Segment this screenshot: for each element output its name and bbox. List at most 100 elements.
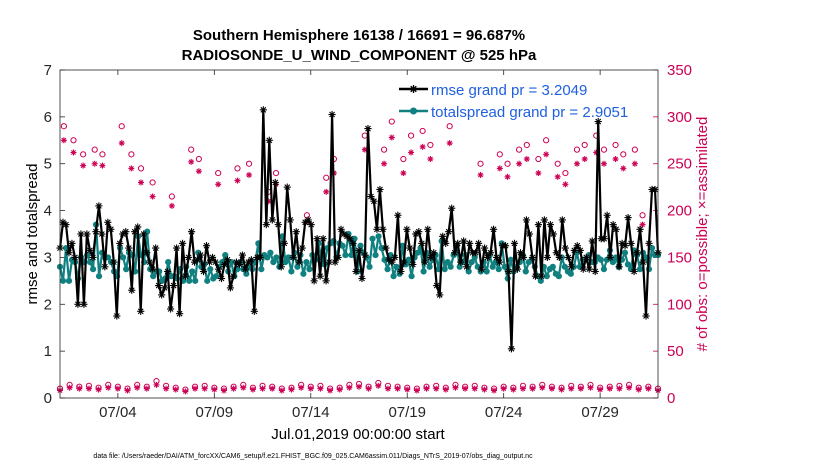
obs-assimilated-point [500, 385, 507, 392]
rmse-point [155, 281, 163, 290]
totalspread-point [303, 259, 310, 266]
rmse-point [451, 249, 459, 257]
rmse-point [176, 310, 184, 318]
rmse-point [627, 239, 635, 247]
obs-assimilated-point [516, 160, 523, 167]
totalspread-point [300, 270, 307, 277]
rmse-point [262, 221, 270, 229]
rmse-point [143, 249, 151, 257]
obs-assimilated-point [365, 385, 372, 392]
totalspread-point [474, 263, 481, 270]
obs-possible-point [573, 146, 581, 153]
obs-assimilated-point [168, 202, 175, 209]
rmse-point [274, 221, 282, 229]
rmse-point [259, 106, 267, 114]
rmse-point [295, 258, 303, 266]
rmse-point [379, 225, 387, 233]
obs-assimilated-point [356, 383, 362, 390]
rmse-point [564, 253, 572, 262]
obs-assimilated-point [346, 384, 353, 391]
totalspread-point [405, 256, 412, 263]
totalspread-point [447, 263, 454, 270]
x-tick-label: 07/19 [388, 404, 426, 421]
rmse-point [355, 246, 363, 254]
totalspread-point [207, 266, 214, 273]
totalspread-point [258, 266, 265, 273]
rmse-point [65, 249, 73, 257]
obs-assimilated-point [587, 384, 594, 391]
obs-assimilated-point [581, 156, 588, 163]
rmse-point [298, 244, 306, 252]
rmse-point [184, 253, 193, 262]
y-right-tick-label: 250 [667, 156, 692, 173]
obs-assimilated-point [70, 149, 77, 156]
rmse-point [466, 239, 474, 247]
totalspread-point [561, 263, 568, 270]
totalspread-point [621, 249, 629, 256]
totalspread-point [288, 268, 295, 275]
rmse-point [289, 253, 297, 262]
rmse-point [636, 225, 644, 233]
obs-assimilated-point [400, 170, 407, 177]
totalspread-point [555, 273, 562, 280]
legend-spread-label: totalspread grand pr = 2.9051 [431, 104, 628, 121]
rmse-point [125, 244, 133, 252]
obs-assimilated-point [215, 181, 222, 188]
rmse-point [167, 305, 175, 313]
y-right-tick-label: 50 [667, 343, 684, 360]
rmse-point [137, 307, 145, 315]
y-right-tick-label: 150 [667, 249, 692, 266]
rmse-point [394, 211, 402, 219]
totalspread-point [65, 277, 73, 284]
obs-possible-point [446, 123, 453, 130]
rmse-point [223, 256, 232, 264]
rmse-point [310, 277, 318, 285]
obs-assimilated-point [60, 137, 67, 144]
rmse-point [603, 211, 611, 219]
rmse-point [486, 249, 495, 257]
totalspread-point [213, 273, 220, 280]
rmse-point [457, 258, 465, 266]
rmse-point [131, 228, 139, 236]
rmse-point [418, 239, 426, 247]
rmse-point [439, 232, 447, 240]
totalspread-point [267, 249, 274, 256]
rmse-point [460, 237, 468, 245]
obs-assimilated-point [327, 387, 334, 394]
y-right-tick-label: 200 [667, 203, 692, 220]
obs-possible-point [168, 193, 175, 200]
rmse-point [528, 253, 537, 262]
totalspread-point [366, 263, 373, 270]
rmse-point [161, 284, 169, 292]
totalspread-point [186, 277, 193, 284]
rmse-point [585, 265, 593, 273]
obs-assimilated-point [211, 386, 218, 393]
obs-possible-point [535, 155, 542, 163]
rmse-point [110, 258, 118, 266]
obs-possible-point [427, 141, 434, 149]
obs-assimilated-point [143, 385, 150, 392]
y-right-tick-label: 0 [667, 390, 675, 407]
rmse-point [376, 185, 384, 194]
obs-assimilated-point [427, 156, 434, 163]
obs-assimilated-point [612, 156, 619, 163]
totalspread-point [372, 251, 379, 259]
legend-rmse-marker [409, 85, 418, 93]
totalspread-point [228, 259, 235, 266]
rmse-point [624, 214, 632, 222]
totalspread-point [483, 268, 490, 275]
obs-possible-point [407, 132, 415, 139]
rmse-point [483, 253, 492, 262]
rmse-point [116, 239, 124, 247]
obs-assimilated-point [240, 384, 247, 391]
totalspread-point [576, 263, 583, 270]
totalspread-point [603, 256, 611, 263]
rmse-point [480, 244, 489, 252]
totalspread-point [456, 263, 463, 270]
obs-assimilated-point [433, 385, 440, 392]
obs-assimilated-point [298, 384, 305, 391]
rmse-point [173, 244, 181, 252]
totalspread-point [342, 251, 349, 259]
rmse-point [421, 258, 429, 266]
